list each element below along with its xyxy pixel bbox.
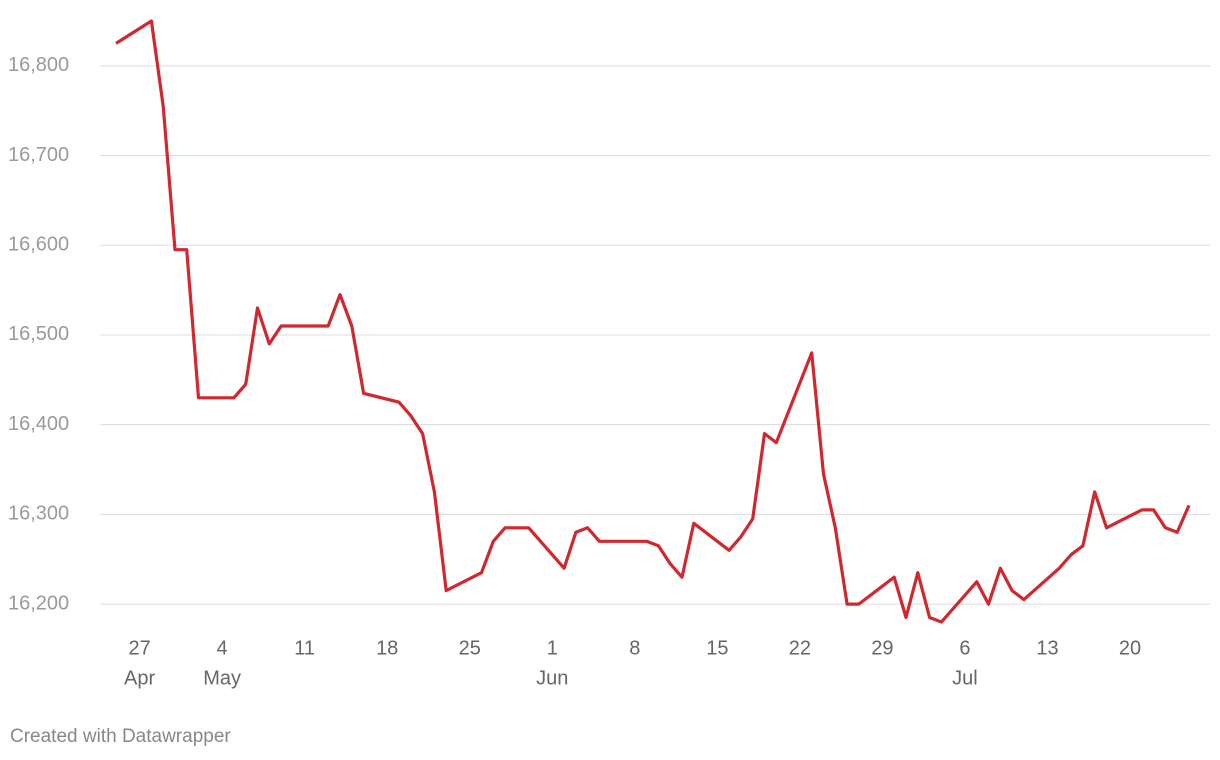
y-tick-label: 16,400 (8, 413, 69, 435)
y-tick-label: 16,700 (8, 144, 69, 166)
x-tick-label: 4 (217, 637, 228, 659)
y-tick-label: 16,200 (8, 592, 69, 614)
x-month-label: Jun (536, 667, 568, 689)
x-tick-label: 13 (1036, 637, 1058, 659)
x-tick-label: 11 (294, 637, 315, 659)
footer: Created with Datawrapper (10, 726, 231, 747)
y-tick-label: 16,600 (8, 234, 69, 256)
x-month-label: Apr (124, 667, 155, 689)
y-tick-label: 16,300 (8, 503, 69, 525)
x-tick-label: 29 (871, 637, 893, 659)
x-tick-label: 25 (459, 637, 481, 659)
x-tick-label: 20 (1119, 637, 1141, 659)
x-tick-label: 22 (789, 637, 811, 659)
x-tick-label: 8 (629, 637, 640, 659)
x-tick-label: 6 (959, 637, 970, 659)
y-tick-label: 16,800 (8, 54, 69, 76)
x-month-label: May (203, 667, 241, 689)
x-tick-label: 15 (706, 637, 728, 659)
x-tick-label: 18 (376, 637, 398, 659)
x-tick-label: 1 (547, 637, 558, 659)
line (115, 19, 1191, 624)
x-tick-label: 27 (128, 637, 150, 659)
x-month-label: Jul (952, 667, 978, 689)
y-tick-label: 16,500 (8, 323, 69, 345)
